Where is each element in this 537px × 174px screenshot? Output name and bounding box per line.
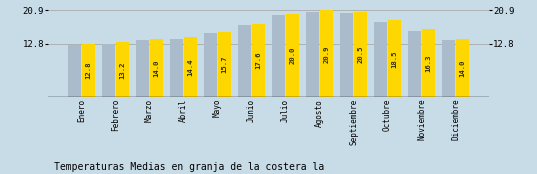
Bar bbox=[82, 44, 95, 97]
Text: 20.0: 20.0 bbox=[289, 47, 295, 64]
Bar bbox=[286, 14, 299, 97]
Bar bbox=[205, 33, 217, 97]
Bar bbox=[115, 42, 128, 97]
Text: 14.4: 14.4 bbox=[187, 59, 193, 76]
Text: 14.0: 14.0 bbox=[459, 60, 465, 77]
Text: 20.9: 20.9 bbox=[323, 45, 329, 62]
Text: 13.2: 13.2 bbox=[119, 61, 125, 79]
Text: 16.3: 16.3 bbox=[425, 55, 431, 72]
Bar bbox=[320, 10, 332, 97]
Bar bbox=[136, 40, 149, 97]
Text: 15.7: 15.7 bbox=[221, 56, 227, 73]
Bar bbox=[442, 40, 455, 97]
Bar bbox=[217, 32, 230, 97]
Bar bbox=[374, 22, 387, 97]
Text: 20.5: 20.5 bbox=[357, 46, 363, 63]
Bar bbox=[170, 39, 183, 97]
Text: Temperaturas Medias en granja de la costera la: Temperaturas Medias en granja de la cost… bbox=[54, 162, 324, 172]
Bar bbox=[409, 31, 422, 97]
Bar bbox=[238, 25, 251, 97]
Bar bbox=[103, 44, 115, 97]
Bar bbox=[456, 39, 469, 97]
Text: 18.5: 18.5 bbox=[391, 50, 397, 68]
Bar bbox=[340, 13, 353, 97]
Bar bbox=[354, 12, 367, 97]
Text: 12.8: 12.8 bbox=[85, 62, 91, 80]
Bar bbox=[184, 37, 197, 97]
Bar bbox=[307, 12, 320, 97]
Bar bbox=[68, 45, 81, 97]
Text: 14.0: 14.0 bbox=[153, 60, 159, 77]
Bar bbox=[150, 39, 163, 97]
Bar bbox=[388, 20, 401, 97]
Bar bbox=[272, 15, 285, 97]
Bar bbox=[252, 24, 265, 97]
Bar bbox=[422, 29, 434, 97]
Text: 17.6: 17.6 bbox=[255, 52, 261, 69]
